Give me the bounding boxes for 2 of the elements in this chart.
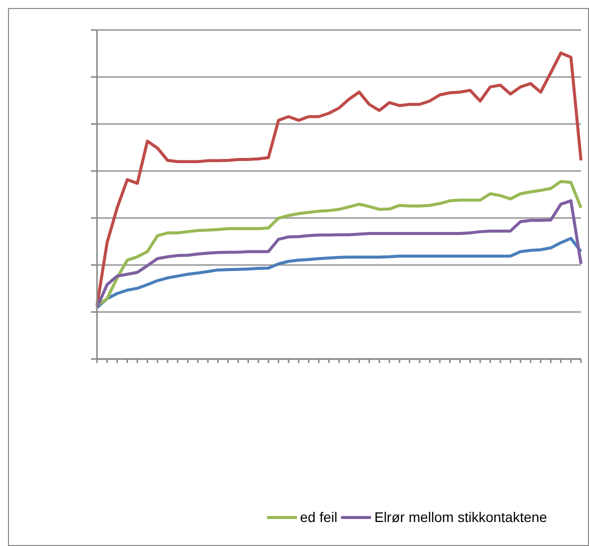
legend-label: Elrør mellom stikkontaktene bbox=[374, 509, 548, 525]
legend-label: ed feil bbox=[300, 509, 338, 525]
